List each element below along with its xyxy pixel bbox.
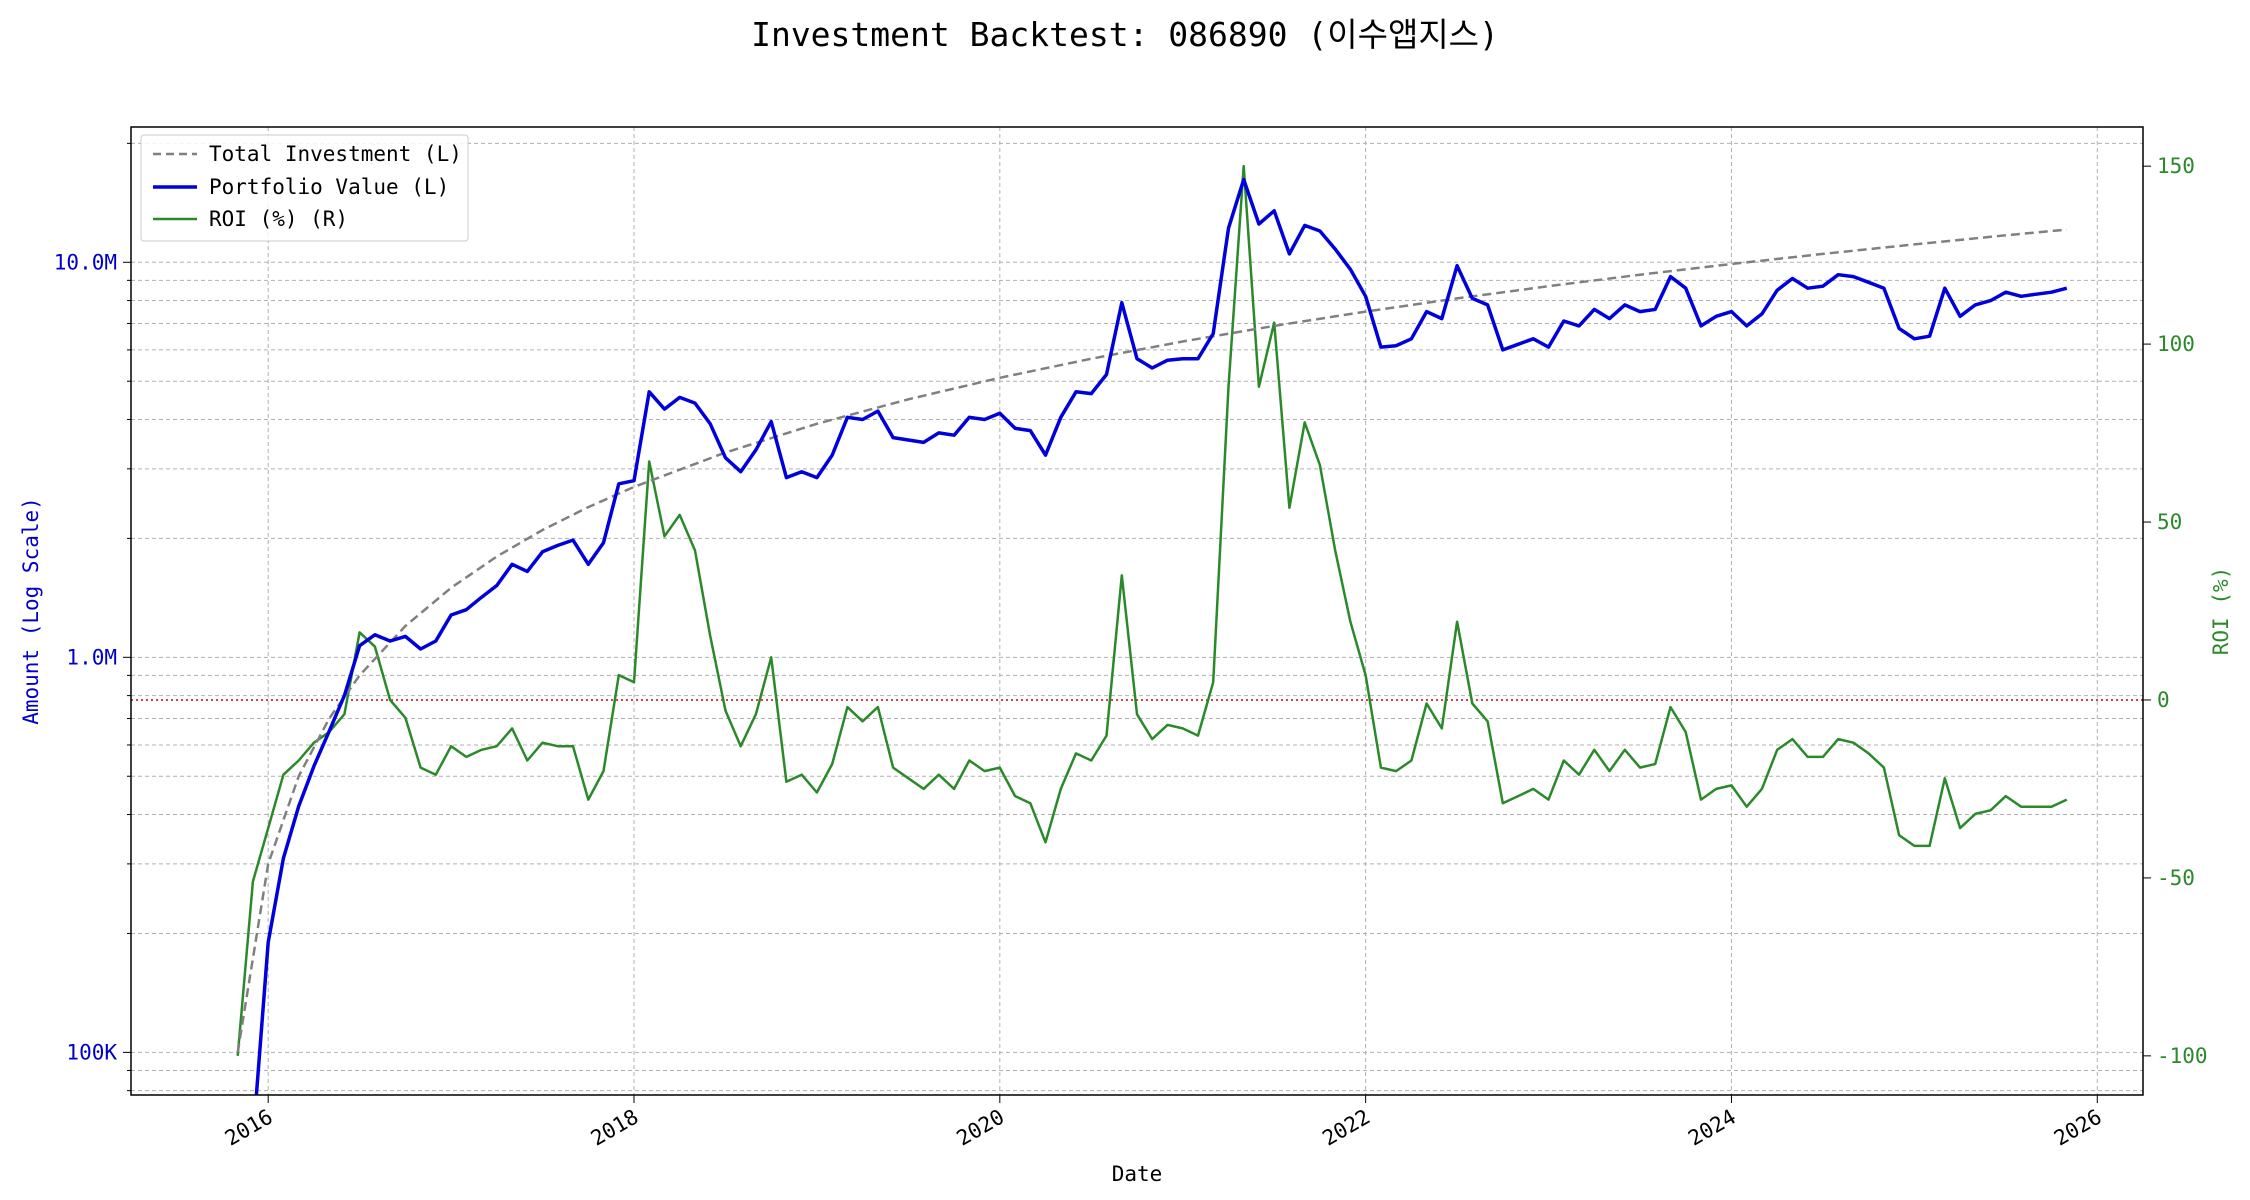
legend-label-portfolio-value: Portfolio Value (L) [209,175,449,199]
y-right-tick-label: 100 [2157,332,2195,356]
portfolio-value-line [254,177,2068,1095]
y-left-tick-label: 10.0M [54,250,117,274]
y-right-axis-label: ROI (%) [2209,567,2233,656]
series-layer [131,164,2143,1095]
x-tick-label: 2026 [2050,1105,2106,1151]
legend-label-roi: ROI (%) (R) [209,207,348,231]
x-tick-label: 2016 [221,1105,277,1151]
legend-box [140,134,469,242]
x-tick-label: 2024 [1684,1105,1740,1151]
x-axis-label: Date [1112,1162,1163,1186]
y-right-tick-label: -50 [2157,866,2195,890]
x-tick-label: 2020 [953,1105,1009,1151]
x-tick-label: 2022 [1318,1105,1374,1151]
y-left-tick-label: 100K [66,1040,117,1064]
y-left-tick-label: 1.0M [66,645,117,669]
y-right-tick-label: -100 [2157,1044,2208,1068]
y-left-axis-label: Amount (Log Scale) [19,497,43,725]
legend-label-total-investment: Total Investment (L) [209,142,462,166]
y-right-tick-label: 50 [2157,510,2182,534]
plot-frame [130,126,2144,1096]
legend: Total Investment (L) Portfolio Value (L)… [140,134,469,242]
x-tick-label: 2018 [587,1105,643,1151]
roi-line [236,164,2068,1057]
total-investment-line [236,228,2067,1053]
y-right-tick-label: 150 [2157,154,2195,178]
y-right-tick-label: 0 [2157,688,2170,712]
grid-layer [131,127,2143,1095]
chart-title: Investment Backtest: 086890 (이수앱지스) [751,15,1499,54]
